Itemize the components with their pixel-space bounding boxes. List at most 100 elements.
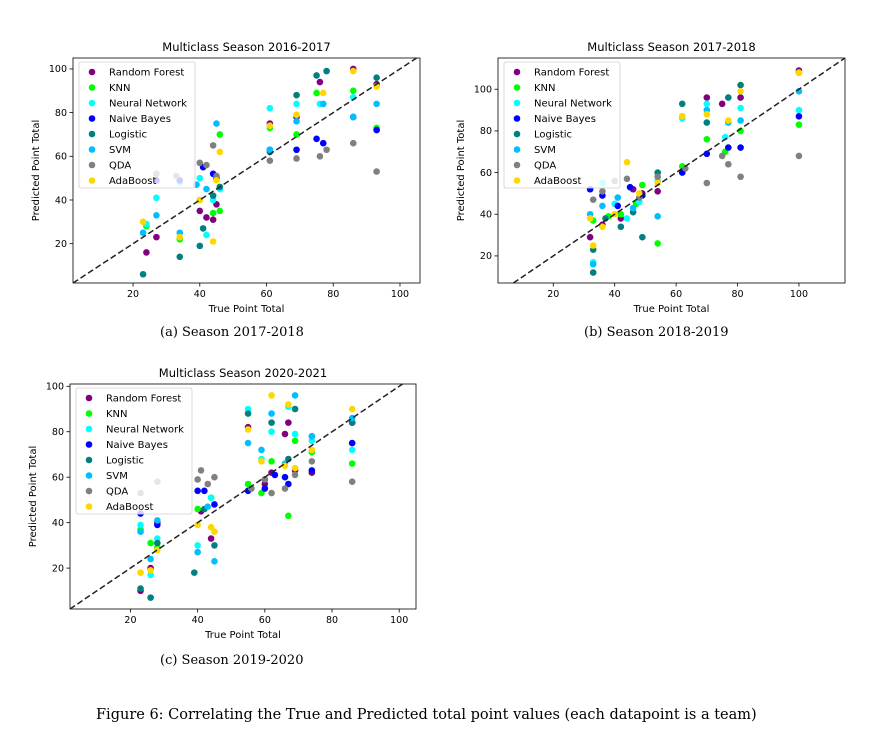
data-point [293,100,300,108]
data-point [703,94,711,101]
data-point [281,473,289,481]
data-point [268,419,275,426]
data-point [617,210,625,218]
data-point [203,231,210,239]
data-point [795,121,803,128]
data-point [349,67,357,75]
data-point [737,144,744,151]
data-point [268,428,275,436]
data-point [207,494,215,501]
x-tick-label: 60 [670,289,682,300]
identity-line [70,384,403,609]
data-point [137,528,144,536]
data-point [348,405,356,413]
y-tick-label: 60 [55,152,67,163]
data-point [285,480,292,488]
data-point [154,539,161,547]
legend-marker [85,441,93,448]
data-point [599,223,606,231]
legend-label: Logistic [109,130,147,141]
data-point [617,223,625,231]
data-point [216,148,224,156]
y-tick-label: 100 [49,64,67,75]
data-point [795,113,803,120]
data-point [737,88,744,95]
data-point [143,249,150,256]
data-point [211,557,218,565]
data-point [718,152,726,160]
data-point [313,135,320,143]
data-point [258,446,265,454]
legend-marker [85,487,93,495]
data-point [373,100,380,108]
data-point [795,106,803,114]
data-point [196,174,204,182]
data-point [244,426,252,433]
data-point [737,104,744,112]
data-point [654,188,661,195]
data-point [147,555,154,563]
data-point [599,188,606,195]
data-point [261,485,269,492]
data-point [266,146,274,154]
legend-label: Naive Bayes [534,114,596,125]
data-point [291,405,299,413]
x-axis-label: True Point Total [208,304,285,315]
legend-marker [513,177,521,184]
y-tick-label: 100 [474,85,492,96]
data-point [147,567,154,574]
data-point [209,192,217,199]
data-point [654,240,661,247]
legend-marker [85,425,93,433]
data-point [614,202,622,210]
data-point [373,74,380,81]
data-point [258,489,265,497]
x-axis-label: True Point Total [633,304,710,315]
data-point [725,117,732,124]
data-point [293,131,300,138]
data-point [209,209,217,217]
data-point [623,175,631,183]
data-point [268,410,275,417]
x-tick-label: 40 [194,289,206,300]
data-point [313,72,320,79]
data-point [589,269,597,276]
legend-label: Neural Network [106,425,184,436]
legend-marker [513,115,521,122]
legend-label: SVM [534,145,556,156]
data-point [194,521,201,529]
data-point [349,139,357,147]
data-point [244,480,252,488]
legend-marker [85,456,93,464]
legend-box [75,387,193,515]
data-point [703,135,711,143]
data-point [291,464,299,472]
data-point [213,177,220,184]
data-point [623,215,631,222]
data-point [348,460,356,467]
data-point [281,485,289,492]
data-point [348,478,356,486]
data-layer [70,384,403,609]
legend-marker [88,68,96,76]
identity-line [512,58,845,283]
x-axis-label: True Point Total [204,630,281,641]
data-point [285,512,292,520]
data-point [795,69,803,76]
legend-marker [513,161,521,169]
legend-marker [513,146,521,153]
figure-caption: Figure 6: Correlating the True and Predi… [96,707,757,723]
y-tick-label: 60 [52,472,64,483]
data-point [154,521,161,529]
legend-box [503,61,621,189]
data-point [348,419,356,426]
chart-title: Multiclass Season 2016-2017 [162,40,330,54]
legend-label: QDA [534,161,556,172]
data-point [244,439,252,447]
data-point [176,233,184,241]
data-point [271,471,279,479]
legend-box [78,61,196,189]
data-point [137,585,144,592]
x-tick-label: 80 [731,289,743,300]
data-point [261,476,269,483]
